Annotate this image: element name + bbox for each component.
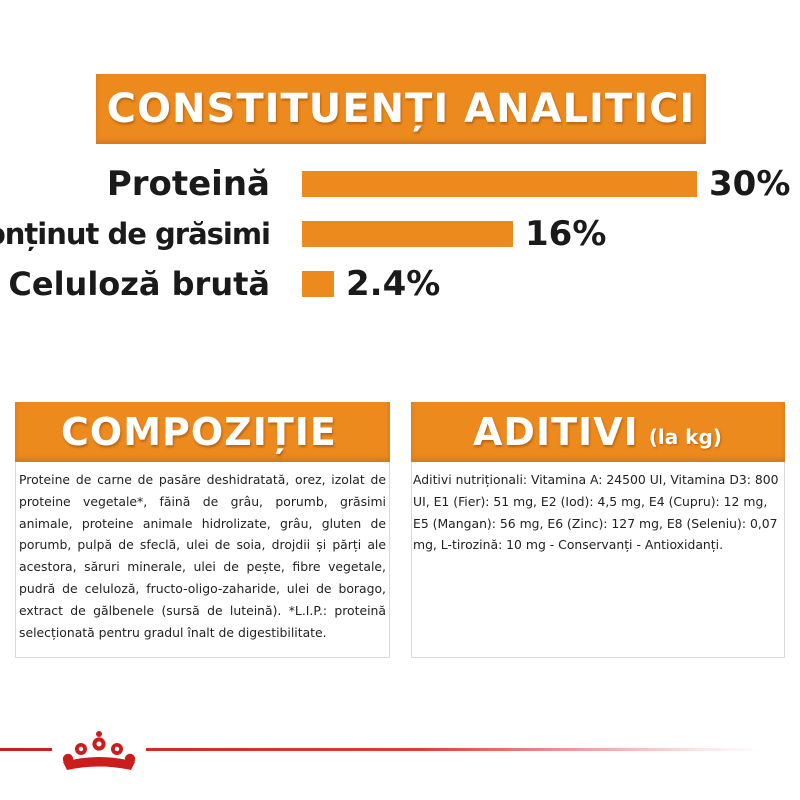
nutrient-label: Proteină: [106, 164, 270, 204]
nutrient-value: 2.4%: [346, 264, 441, 304]
analitici-banner: CONSTITUENȚI ANALITICI: [96, 74, 706, 144]
crown-icon-graphic: [62, 731, 136, 770]
aditivi-text: Aditivi nutriționali: Vitamina A: 24500 …: [413, 472, 779, 553]
nutrient-label: Celuloză brută: [8, 265, 270, 303]
nutrient-label: Conținut de grăsimi: [0, 217, 271, 251]
compozitie-text: Proteine de carne de pasăre deshidratată…: [19, 472, 386, 640]
nutrient-row-fiber: Celuloză brută 2.4%: [0, 260, 800, 308]
analitici-title: CONSTITUENȚI ANALITICI: [106, 86, 696, 132]
nutrient-value: 16%: [525, 214, 607, 254]
footer-divider: [0, 748, 760, 751]
aditivi-subtitle: (la kg): [648, 425, 722, 449]
aditivi-panel: Aditivi nutriționali: Vitamina A: 24500 …: [411, 462, 785, 658]
crown-icon: [52, 726, 146, 776]
aditivi-title: ADITIVI: [473, 410, 639, 454]
nutrient-value: 30%: [709, 164, 791, 204]
nutrient-bar: [302, 171, 697, 197]
aditivi-banner: ADITIVI (la kg): [411, 402, 785, 462]
compozitie-panel: Proteine de carne de pasăre deshidratată…: [15, 462, 390, 658]
nutrient-bar: [302, 271, 334, 297]
compozitie-banner: COMPOZIȚIE: [15, 402, 390, 462]
compozitie-title: COMPOZIȚIE: [61, 410, 337, 454]
nutrient-row-protein: Proteină 30%: [0, 160, 800, 208]
nutrient-row-fat: Conținut de grăsimi 16%: [0, 210, 800, 258]
nutrient-bar: [302, 221, 513, 247]
